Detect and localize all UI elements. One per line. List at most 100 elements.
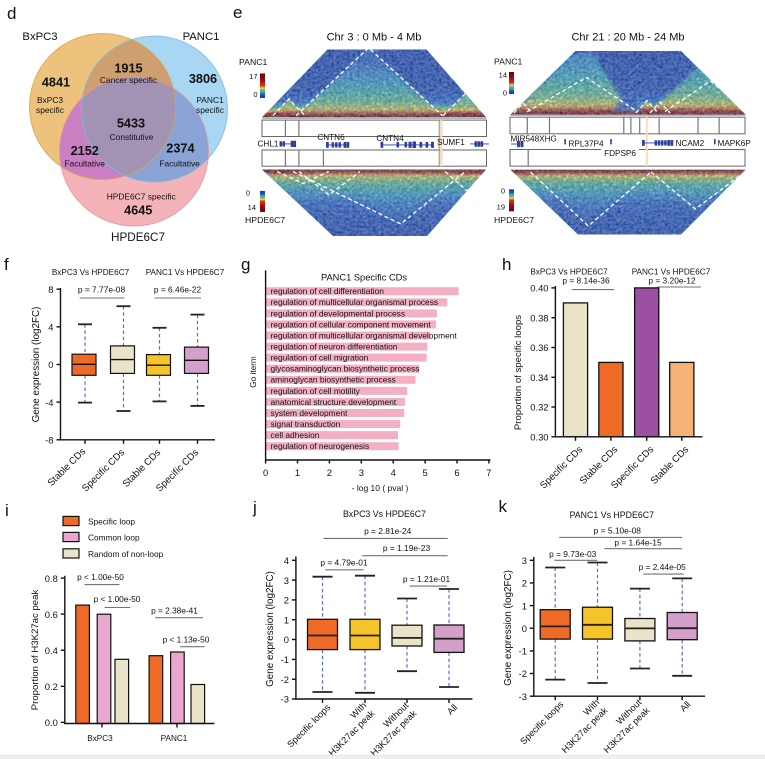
svg-text:0: 0	[253, 90, 257, 99]
svg-text:PANC1: PANC1	[494, 57, 522, 67]
svg-text:MAPK6P: MAPK6P	[718, 139, 752, 148]
svg-text:0.6: 0.6	[45, 609, 58, 620]
svg-text:Specific loop: Specific loop	[88, 517, 135, 527]
svg-text:p = 8.14e-36: p = 8.14e-36	[562, 276, 610, 286]
svg-text:2: 2	[327, 467, 332, 478]
svg-text:5: 5	[422, 467, 427, 478]
svg-text:BxPC3: BxPC3	[87, 734, 113, 743]
svg-text:RPL37P4: RPL37P4	[569, 140, 604, 149]
svg-text:regulation of neurogenesis: regulation of neurogenesis	[271, 441, 370, 451]
svg-text:0: 0	[522, 623, 527, 634]
svg-text:PANC1 Vs HPDE6C7: PANC1 Vs HPDE6C7	[146, 268, 225, 277]
svg-text:0.2: 0.2	[45, 681, 58, 692]
svg-text:5433: 5433	[117, 117, 145, 131]
svg-text:regulation of cell motility: regulation of cell motility	[271, 386, 361, 396]
svg-text:regulation of cellular compone: regulation of cellular component movemen…	[271, 319, 432, 329]
svg-text:Specific loops: Specific loops	[285, 702, 332, 749]
svg-text:anatomical structure developme: anatomical structure development	[271, 397, 397, 407]
svg-text:p = 6.46e-22: p = 6.46e-22	[154, 285, 202, 295]
svg-text:CNTN4: CNTN4	[376, 134, 404, 143]
svg-text:Constitutive: Constitutive	[110, 132, 154, 142]
svg-text:k: k	[499, 497, 508, 516]
svg-text:PANC1: PANC1	[161, 734, 188, 743]
svg-text:-2: -2	[519, 668, 527, 679]
svg-text:2152: 2152	[71, 144, 99, 158]
svg-text:p = 4.79e-01: p = 4.79e-01	[320, 558, 368, 568]
svg-text:4: 4	[284, 555, 289, 566]
svg-text:PANC1 Vs HPDE6C7: PANC1 Vs HPDE6C7	[570, 510, 655, 520]
svg-text:Gene expression (log2FC): Gene expression (log2FC)	[31, 307, 42, 423]
svg-text:PANC1: PANC1	[239, 57, 267, 67]
svg-text:4645: 4645	[124, 204, 152, 218]
svg-text:-3: -3	[281, 694, 289, 705]
svg-text:0.0: 0.0	[45, 717, 58, 728]
svg-text:BxPC3: BxPC3	[22, 31, 57, 43]
svg-text:BxPC3 Vs HPDE6C7: BxPC3 Vs HPDE6C7	[530, 268, 608, 277]
svg-text:3806: 3806	[189, 72, 217, 86]
svg-text:p = 7.77e-08: p = 7.77e-08	[78, 285, 126, 295]
svg-text:regulation of cell migration: regulation of cell migration	[271, 353, 369, 363]
svg-text:specific: specific	[196, 105, 224, 115]
svg-text:regulation of cell differentia: regulation of cell differentiation	[271, 286, 385, 296]
svg-text:p = 1.64e-15: p = 1.64e-15	[614, 538, 662, 548]
svg-text:p = 2.44e-05: p = 2.44e-05	[639, 562, 687, 572]
svg-text:p = 5.10e-08: p = 5.10e-08	[594, 526, 642, 536]
svg-text:0: 0	[284, 634, 289, 645]
svg-text:BxPC3 Vs HPDE6C7: BxPC3 Vs HPDE6C7	[52, 268, 130, 277]
svg-text:Stable CDs: Stable CDs	[46, 446, 89, 489]
svg-text:0: 0	[503, 89, 507, 98]
svg-text:4: 4	[48, 322, 53, 333]
svg-text:Proportion of H3K27ac peak: Proportion of H3K27ac peak	[30, 590, 41, 711]
svg-text:h: h	[502, 255, 511, 274]
svg-text:Random of non-loop: Random of non-loop	[88, 549, 164, 559]
svg-text:Chr 3 : 0 Mb - 4 Mb: Chr 3 : 0 Mb - 4 Mb	[327, 32, 422, 44]
svg-text:specific: specific	[36, 105, 64, 115]
svg-text:19: 19	[497, 203, 505, 212]
svg-text:-1: -1	[519, 646, 527, 657]
svg-text:- log 10 ( pval ): - log 10 ( pval )	[352, 483, 409, 493]
svg-text:2: 2	[284, 595, 289, 606]
svg-text:2: 2	[522, 578, 527, 589]
svg-text:j: j	[252, 498, 257, 517]
svg-text:p = 1.19e-23: p = 1.19e-23	[383, 543, 431, 553]
svg-text:PANC1: PANC1	[196, 95, 224, 105]
svg-text:p = 9.73e-03: p = 9.73e-03	[549, 549, 597, 559]
svg-text:i: i	[5, 501, 9, 520]
svg-text:-8: -8	[45, 435, 53, 446]
svg-text:p = 2.81e-24: p = 2.81e-24	[364, 526, 412, 536]
svg-text:Specific loops: Specific loops	[518, 699, 565, 746]
svg-text:0.40: 0.40	[530, 283, 548, 294]
svg-text:p = 2.38e-41: p = 2.38e-41	[151, 605, 198, 615]
svg-text:14: 14	[499, 71, 507, 80]
svg-text:SUMF1: SUMF1	[437, 138, 465, 147]
svg-text:4841: 4841	[42, 76, 70, 90]
svg-text:p < 1.00e-50: p < 1.00e-50	[77, 572, 124, 582]
svg-text:3: 3	[359, 467, 364, 478]
svg-text:-4: -4	[45, 397, 53, 408]
svg-text:3: 3	[284, 575, 289, 586]
svg-text:p = 3.20e-12: p = 3.20e-12	[648, 276, 696, 286]
svg-text:14: 14	[248, 203, 256, 212]
svg-text:HPDE6C7: HPDE6C7	[111, 231, 165, 244]
svg-text:1: 1	[295, 467, 300, 478]
svg-text:0.8: 0.8	[45, 573, 58, 584]
svg-text:BxPC3: BxPC3	[37, 95, 63, 105]
svg-text:17: 17	[249, 72, 257, 81]
svg-text:g: g	[241, 255, 250, 274]
svg-text:-3: -3	[519, 691, 527, 702]
svg-text:0.4: 0.4	[45, 645, 58, 656]
svg-text:CHL1: CHL1	[258, 139, 279, 148]
svg-text:cell adhesion: cell adhesion	[271, 430, 320, 440]
svg-text:0: 0	[501, 187, 505, 196]
svg-text:d: d	[7, 4, 16, 23]
svg-text:PANC1 Specific CDs: PANC1 Specific CDs	[321, 273, 407, 283]
svg-text:0.36: 0.36	[530, 342, 548, 353]
svg-text:HPDE6C7: HPDE6C7	[245, 215, 285, 225]
svg-text:0: 0	[263, 467, 268, 478]
svg-text:Proportion of specific loops: Proportion of specific loops	[513, 315, 524, 430]
svg-text:1: 1	[522, 600, 527, 611]
svg-text:6: 6	[454, 467, 459, 478]
svg-text:PANC1: PANC1	[183, 31, 220, 43]
svg-text:BxPC3 Vs HPDE6C7: BxPC3 Vs HPDE6C7	[343, 509, 426, 519]
svg-text:e: e	[233, 3, 242, 22]
